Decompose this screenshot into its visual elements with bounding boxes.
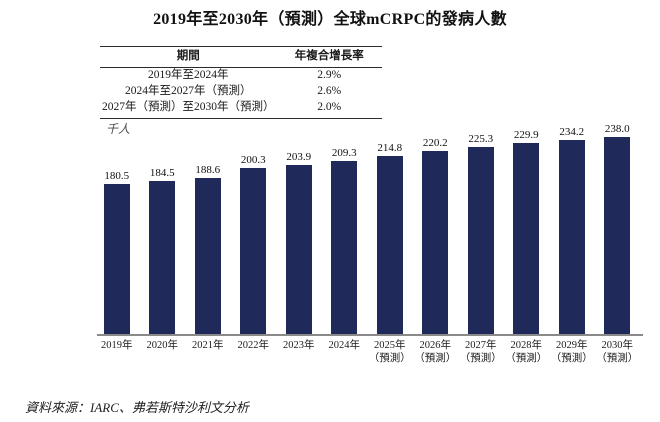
bar-column: 229.9 [504, 121, 550, 334]
bar-column: 200.3 [231, 121, 277, 334]
bar-value-label: 188.6 [195, 163, 221, 176]
bar-value-label: 238.0 [604, 122, 630, 135]
y-axis-unit-label: 千人 [106, 122, 131, 136]
x-axis-label: 2019年 [101, 340, 133, 351]
period-cell: 2024年至2027年（預測） [125, 85, 252, 98]
x-axis-label: 2024年 [328, 340, 361, 351]
table-bottom-rule [100, 118, 382, 120]
bar-column: 225.3 [458, 121, 504, 334]
table-row: 2019年至2024年 2.9% [100, 67, 382, 84]
bar-chart-plot-area: 180.5 184.5 188.6 200.3 203.9 209.3 214.8 220.2… [94, 121, 640, 334]
bar [285, 164, 312, 334]
bar-value-label: 220.2 [422, 137, 448, 150]
bar-column: 238.0 [595, 121, 641, 334]
bar-value-label: 203.9 [286, 150, 312, 163]
x-axis-label: 2029年 （預測） [550, 340, 593, 364]
x-axis-label: 2021年 [192, 340, 224, 351]
cagr-table-header-cagr: 年複合增長率 [276, 46, 382, 68]
x-axis-label: 2025年 （預測） [368, 340, 411, 364]
bar [376, 155, 403, 334]
bar [331, 160, 358, 334]
bar-value-label: 225.3 [468, 133, 494, 146]
cagr-cell: 2.6% [317, 85, 342, 98]
x-axis-label: 2026年 （預測） [414, 340, 457, 364]
bar [422, 151, 449, 334]
x-axis-label: 2020年 [146, 340, 179, 351]
bar [149, 181, 176, 334]
bar [558, 139, 585, 334]
bar-value-label: 184.5 [149, 167, 175, 179]
bar-value-label: 209.3 [331, 146, 357, 159]
bar-column: 214.8 [367, 121, 413, 334]
x-axis-label: 2030年 （預測） [596, 340, 639, 364]
table-row: 2024年至2027年（預測） 2.6% [100, 84, 382, 100]
cagr-table: 期間 年複合增長率 2019年至2024年 2.9% 2024年至2027年（預… [100, 46, 382, 120]
bar [240, 167, 267, 334]
bar-value-label: 200.3 [240, 153, 266, 166]
x-axis-label: 2027年 （預測） [459, 340, 502, 364]
bar [513, 143, 540, 334]
bar [467, 147, 494, 334]
x-axis-label: 2023年 [283, 340, 315, 351]
bar [103, 184, 130, 334]
bar-column: 209.3 [322, 121, 368, 334]
bar-column: 234.2 [549, 121, 595, 334]
cagr-cell: 2.0% [317, 101, 342, 114]
x-axis-label: 2028年 （預測） [505, 340, 548, 364]
bar-column: 203.9 [276, 121, 322, 334]
bar [194, 177, 221, 334]
cagr-table-header-row: 期間 年複合增長率 [100, 46, 382, 68]
bar [604, 136, 631, 334]
x-axis-label: 2022年 [237, 340, 270, 351]
source-note: 資料來源：IARC、弗若斯特沙利文分析 [25, 400, 249, 415]
bar-column: 188.6 [185, 121, 231, 334]
period-cell: 2019年至2024年 [148, 68, 229, 81]
bar-value-label: 214.8 [377, 141, 403, 154]
cagr-cell: 2.9% [317, 68, 342, 81]
x-axis-labels: 2019年 2020年 2021年 2022年 2023年 2024年 2025年 （預測） 2… [94, 340, 640, 365]
bar-column: 180.5 [94, 121, 140, 334]
bar-value-label: 229.9 [513, 129, 539, 142]
x-axis-line [97, 334, 643, 336]
chart-title: 2019年至2030年（預測）全球mCRPC的發病人數 [153, 11, 507, 28]
period-cell: 2027年（預測）至2030年（預測） [102, 101, 275, 114]
bar-column: 184.5 [140, 121, 186, 334]
bar-value-label: 180.5 [104, 170, 130, 183]
bar-value-label: 234.2 [559, 125, 585, 138]
table-row: 2027年（預測）至2030年（預測） 2.0% [100, 100, 382, 118]
cagr-table-header-period: 期間 [100, 46, 277, 68]
bar-column: 220.2 [413, 121, 459, 334]
